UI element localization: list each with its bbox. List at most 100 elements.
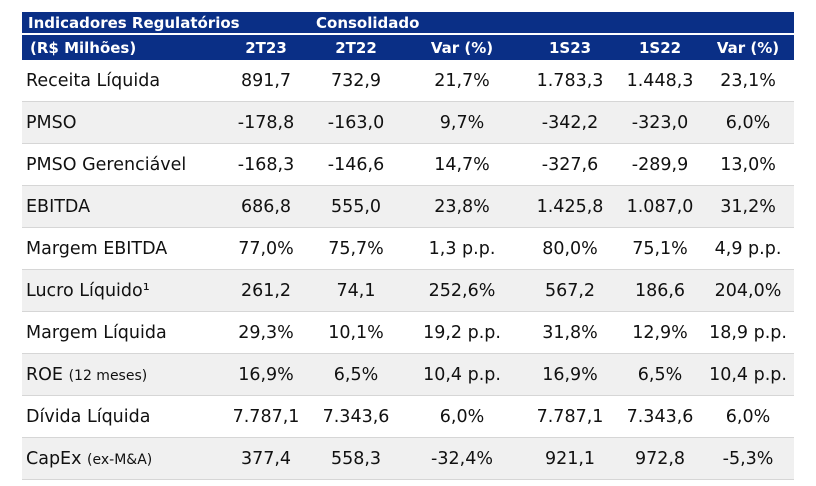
value-cell: 204,0% [702,269,795,312]
value-cell: 686,8 [222,185,311,228]
row-label-cell: CapEx (ex-M&A) [22,437,222,480]
row-label: PMSO [26,112,77,133]
row-label-cell: ROE (12 meses) [22,353,222,396]
value-cell: 252,6% [402,269,523,312]
value-cell: 14,7% [402,143,523,186]
column-header: 2T22 [310,35,403,60]
value-cell: 10,1% [310,311,403,354]
value-cell: -146,6 [310,143,403,186]
value-cell: 555,0 [310,185,403,228]
table-row: EBITDA 686,8 555,0 23,8% 1.425,8 1.087,0 31,2% [22,185,795,228]
value-cell: 18,9 p.p. [702,311,795,354]
value-cell: 75,1% [618,227,703,270]
value-cell: 972,8 [618,437,703,480]
value-cell: 891,7 [240,70,292,91]
row-label-cell: Receita Líquida [22,60,222,102]
row-label-cell: Lucro Líquido¹ [22,269,222,312]
value-cell: 558,3 [310,437,403,480]
value-cell: 6,0% [402,395,523,438]
value-cell: 1.087,0 [618,185,703,228]
column-header: 1S22 [618,35,703,60]
value-cell: -323,0 [618,101,703,144]
value-cell: -342,2 [522,101,619,144]
value-cell: 74,1 [310,269,403,312]
value-cell: 10,4 p.p. [702,353,795,396]
column-header: Var (%) [702,35,795,60]
value-cell: 7.787,1 [522,395,619,438]
value-cell: -5,3% [702,437,795,480]
table-title: Indicadores Regulatórios [22,12,311,33]
value-cell: -32,4% [402,437,523,480]
value-cell: 261,2 [222,269,311,312]
row-label: ROE [26,364,63,385]
row-label: CapEx [26,448,82,469]
value-cell: 29,3% [222,311,311,354]
value-cell: 10,4 p.p. [402,353,523,396]
table-row: Dívida Líquida 7.787,1 7.343,6 6,0% 7.787,1 7… [22,395,795,438]
row-label: EBITDA [26,196,91,217]
table-group-label: Consolidado [310,12,795,33]
row-label: Lucro Líquido¹ [26,280,150,301]
value-cell: 80,0% [522,227,619,270]
table-row: CapEx (ex-M&A) 377,4 558,3 -32,4% 921,1 972,8… [22,437,795,480]
table-row: PMSO Gerenciável -168,3 -146,6 14,7% -327,6-… [22,143,795,186]
value-cell: 13,0% [702,143,795,186]
table-row: PMSO -178,8 -163,0 9,7% -342,2 -323,0 6,0% [22,101,795,144]
value-cell: 1.425,8 [522,185,619,228]
table-row: Receita Líquida 891,7 732,9 21,7% 1.783,3 1.4… [22,60,794,102]
table-row: Margem EBITDA 77,0% 75,7% 1,3 p.p. 80,0% 75,1… [22,227,795,270]
value-cell: 23,1% [720,70,776,91]
units-label: (R$ Milhões) [22,35,222,60]
value-cell: 6,0% [702,395,795,438]
value-cell: 1.783,3 [536,70,604,91]
value-cell: 7.343,6 [310,395,403,438]
value-cell: 1.448,3 [626,70,694,91]
value-cell: -178,8 [222,101,311,144]
value-cell: 1,3 p.p. [402,227,523,270]
row-label-cell: Dívida Líquida [22,395,222,438]
value-cell: 7.787,1 [222,395,311,438]
value-cell: 6,5% [310,353,403,396]
value-cell: 567,2 [522,269,619,312]
value-cell: 4,9 p.p. [702,227,795,270]
row-label: Dívida Líquida [26,406,151,427]
row-label-cell: PMSO [22,101,222,144]
row-label-cell: PMSO Gerenciável [22,143,222,186]
table-row: Lucro Líquido¹ 261,2 74,1 252,6% 567,2 186,6 2… [22,269,795,312]
row-label: Margem EBITDA [26,238,168,259]
row-label-note: (12 meses) [68,367,148,384]
value-cell: 16,9% [522,353,619,396]
regulatory-indicators-table: Indicadores Regulatórios Consolidado (R$… [22,12,795,480]
value-cell: 19,2 p.p. [402,311,523,354]
row-label-cell: EBITDA [22,185,222,228]
column-header: 1S23 [522,35,619,60]
row-label-cell: Margem Líquida [22,311,222,354]
value-cell: 23,8% [402,185,523,228]
value-cell: 7.343,6 [618,395,703,438]
regulatory-indicators-table-container: Indicadores Regulatórios Consolidado (R$… [22,12,795,480]
row-label: Receita Líquida [26,70,161,91]
value-cell: 6,5% [618,353,703,396]
value-cell: 6,0% [702,101,795,144]
column-header: 2T23 [222,35,311,60]
header-separator [22,33,795,35]
value-cell: 21,7% [434,70,490,91]
value-cell: 16,9% [222,353,311,396]
value-cell: 9,7% [402,101,523,144]
table-title-row: Indicadores Regulatórios Consolidado [22,12,795,33]
value-cell: 732,9 [330,70,382,91]
value-cell: 377,4 [222,437,311,480]
value-cell: -168,3 [222,143,311,186]
value-cell: -289,9 [618,143,703,186]
value-cell: 75,7% [310,227,403,270]
value-cell: 921,1 [522,437,619,480]
value-cell: 77,0% [222,227,311,270]
table-row: ROE (12 meses) 16,9% 6,5% 10,4 p.p. 16,9% 6,5… [22,353,795,396]
column-header: Var (%) [402,35,523,60]
value-cell: 186,6 [618,269,703,312]
value-cell: -163,0 [310,101,403,144]
value-cell: -327,6 [522,143,619,186]
value-cell: 12,9% [618,311,703,354]
column-header-row: (R$ Milhões) 2T23 2T22 Var (%) 1S23 1S22… [22,35,795,60]
row-label-note: (ex-M&A) [87,451,153,468]
